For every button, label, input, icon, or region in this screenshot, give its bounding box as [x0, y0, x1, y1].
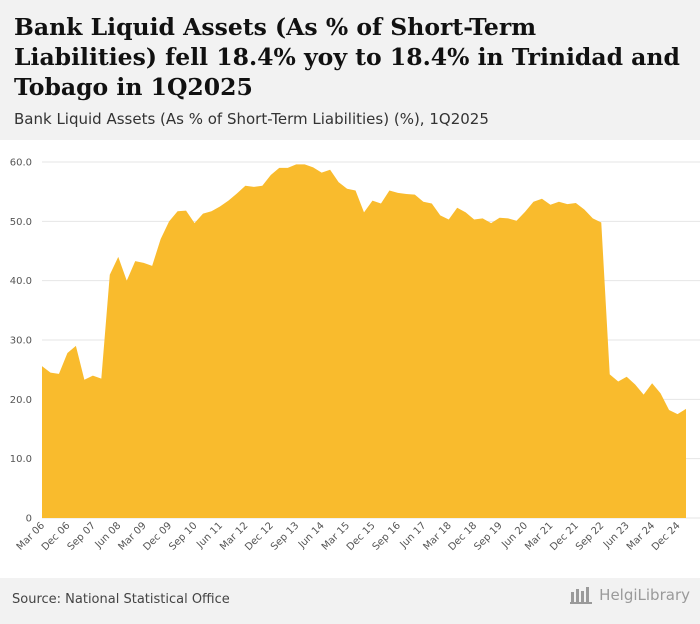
y-tick-label: 20.0 [10, 395, 32, 406]
helgi-library-logo[interactable]: HelgiLibrary [570, 586, 690, 604]
y-tick-label: 50.0 [10, 217, 32, 228]
y-tick-label: 40.0 [10, 276, 32, 287]
library-icon [570, 587, 593, 604]
x-tick-label: Sep 10 [167, 520, 199, 552]
y-tick-label: 10.0 [10, 454, 32, 465]
y-axis-ticks: 0 10.0 20.0 30.0 40.0 50.0 60.0 [10, 158, 32, 525]
source-note: Source: National Statistical Office [12, 592, 230, 607]
x-tick-label: Sep 19 [472, 520, 504, 552]
y-tick-label: 0 [26, 514, 32, 525]
x-tick-label: Sep 07 [66, 520, 98, 552]
series-area [42, 164, 686, 518]
chart-subtitle: Bank Liquid Assets (As % of Short-Term L… [14, 110, 489, 128]
x-tick-label: Sep 13 [269, 520, 301, 552]
x-tick-label: Sep 22 [574, 520, 606, 552]
y-tick-label: 30.0 [10, 336, 32, 347]
y-tick-label: 60.0 [10, 158, 32, 169]
x-tick-label: Sep 16 [371, 520, 403, 552]
chart-title: Bank Liquid Assets (As % of Short-Term L… [14, 13, 680, 101]
chart-panel: 0 10.0 20.0 30.0 40.0 50.0 60.0 Mar 06 Dec 06 Se… [0, 140, 700, 578]
series-area-path [42, 164, 686, 518]
x-tick-label: Dec 24 [650, 520, 683, 553]
logo-text: HelgiLibrary [599, 586, 690, 604]
